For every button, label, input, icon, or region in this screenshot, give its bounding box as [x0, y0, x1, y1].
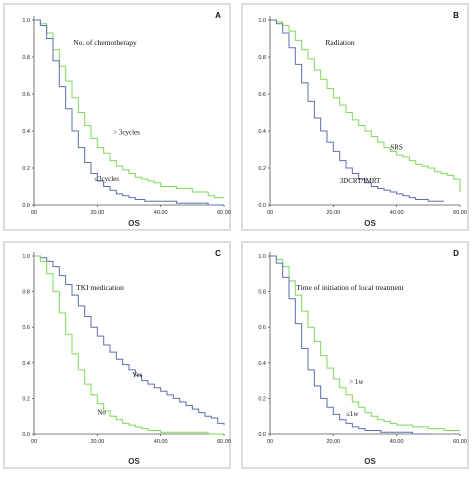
series-label: 3DCRT/IMRT — [340, 177, 381, 185]
survival-curve-series-0 — [270, 255, 460, 431]
y-tick-label: 0.6 — [258, 325, 266, 331]
survival-curve-series-1 — [34, 255, 224, 435]
panel-title: Radiation — [325, 38, 354, 47]
x-tick-label: 00 — [267, 210, 273, 216]
x-tick-label: 40.00 — [390, 439, 404, 445]
x-tick-label: 60.00 — [453, 439, 467, 445]
panel-letter: D — [453, 249, 459, 258]
y-tick-label: 0.4 — [22, 129, 30, 135]
y-tick-label: 1.0 — [22, 254, 30, 260]
y-tick-label: 0.0 — [22, 203, 30, 209]
survival-curve-series-0 — [270, 19, 461, 193]
y-tick-label: 0.6 — [22, 92, 30, 98]
y-tick-label: 0.2 — [258, 166, 266, 172]
x-axis-label: OS — [128, 219, 140, 228]
x-tick-label: 20.00 — [326, 439, 340, 445]
series-label: > 3cycles — [113, 129, 140, 137]
y-tick-label: 0.8 — [22, 55, 30, 61]
y-tick-label: 0.2 — [22, 166, 30, 172]
km-panel-c: 0.0 0.2 0.4 0.6 0.8 1.0 00 20.00 40.00 60.00 OS C TK… — [3, 241, 231, 469]
panel-title: No. of chemotherapy — [73, 38, 137, 47]
y-tick-label: 0.8 — [258, 290, 266, 296]
x-tick-label: 20.00 — [326, 210, 340, 216]
y-tick-label: 0.4 — [258, 129, 266, 135]
x-tick-label: 40.00 — [154, 210, 168, 216]
series-label: SRS — [390, 144, 403, 152]
panel-letter: A — [215, 11, 221, 20]
y-tick-label: 0.8 — [22, 290, 30, 296]
y-tick-label: 0.0 — [258, 203, 266, 209]
y-tick-label: 0.0 — [258, 432, 266, 438]
y-tick-label: 1.0 — [258, 18, 266, 24]
x-axis-label: OS — [128, 457, 140, 466]
survival-curve-series-1 — [34, 19, 224, 206]
x-axis-label: OS — [364, 457, 376, 466]
panel-frame — [241, 241, 469, 469]
y-tick-label: 0.2 — [22, 396, 30, 402]
panel-title: Time of initiation of local treatment — [296, 283, 404, 292]
x-tick-label: 60.00 — [453, 210, 467, 216]
series-label: Yes — [132, 371, 142, 379]
survival-curve-series-0 — [34, 255, 225, 426]
y-tick-label: 0.8 — [258, 55, 266, 61]
series-label: ≤3cycles — [94, 175, 119, 183]
series-label: ≤1w — [346, 410, 359, 418]
km-panel-b: 0.0 0.2 0.4 0.6 0.8 1.0 00 20.00 40.00 60.00 OS B Ra… — [241, 3, 469, 231]
y-tick-label: 1.0 — [22, 18, 30, 24]
survival-curve-series-0 — [34, 19, 224, 199]
x-tick-label: 40.00 — [154, 439, 168, 445]
series-label: > 1w — [349, 378, 364, 386]
x-tick-label: 20.00 — [90, 439, 104, 445]
survival-curve-series-1 — [270, 255, 429, 435]
survival-curve-series-1 — [270, 19, 445, 202]
x-tick-label: 40.00 — [390, 210, 404, 216]
panel-title: TKI medication — [76, 283, 124, 292]
x-tick-label: 00 — [31, 439, 37, 445]
y-tick-label: 1.0 — [258, 254, 266, 260]
panel-letter: B — [453, 11, 459, 20]
x-axis-label: OS — [364, 219, 376, 228]
x-tick-label: 60.00 — [217, 210, 231, 216]
y-tick-label: 0.6 — [258, 92, 266, 98]
x-tick-label: 20.00 — [90, 210, 104, 216]
km-panel-d: 0.0 0.2 0.4 0.6 0.8 1.0 00 20.00 40.00 60.00 OS D Ti… — [241, 241, 469, 469]
y-tick-label: 0.4 — [22, 361, 30, 367]
panel-frame — [3, 241, 231, 469]
x-tick-label: 60.00 — [217, 439, 231, 445]
series-label: No — [97, 408, 106, 416]
y-tick-label: 0.6 — [22, 325, 30, 331]
x-tick-label: 00 — [267, 439, 273, 445]
panel-frame — [241, 3, 469, 231]
y-tick-label: 0.2 — [258, 396, 266, 402]
y-tick-label: 0.4 — [258, 361, 266, 367]
x-tick-label: 00 — [31, 210, 37, 216]
y-tick-label: 0.0 — [22, 432, 30, 438]
panel-letter: C — [215, 249, 221, 258]
km-panel-a: 0.0 0.2 0.4 0.6 0.8 1.0 00 20.00 40.00 60.00 OS A No… — [3, 3, 231, 231]
